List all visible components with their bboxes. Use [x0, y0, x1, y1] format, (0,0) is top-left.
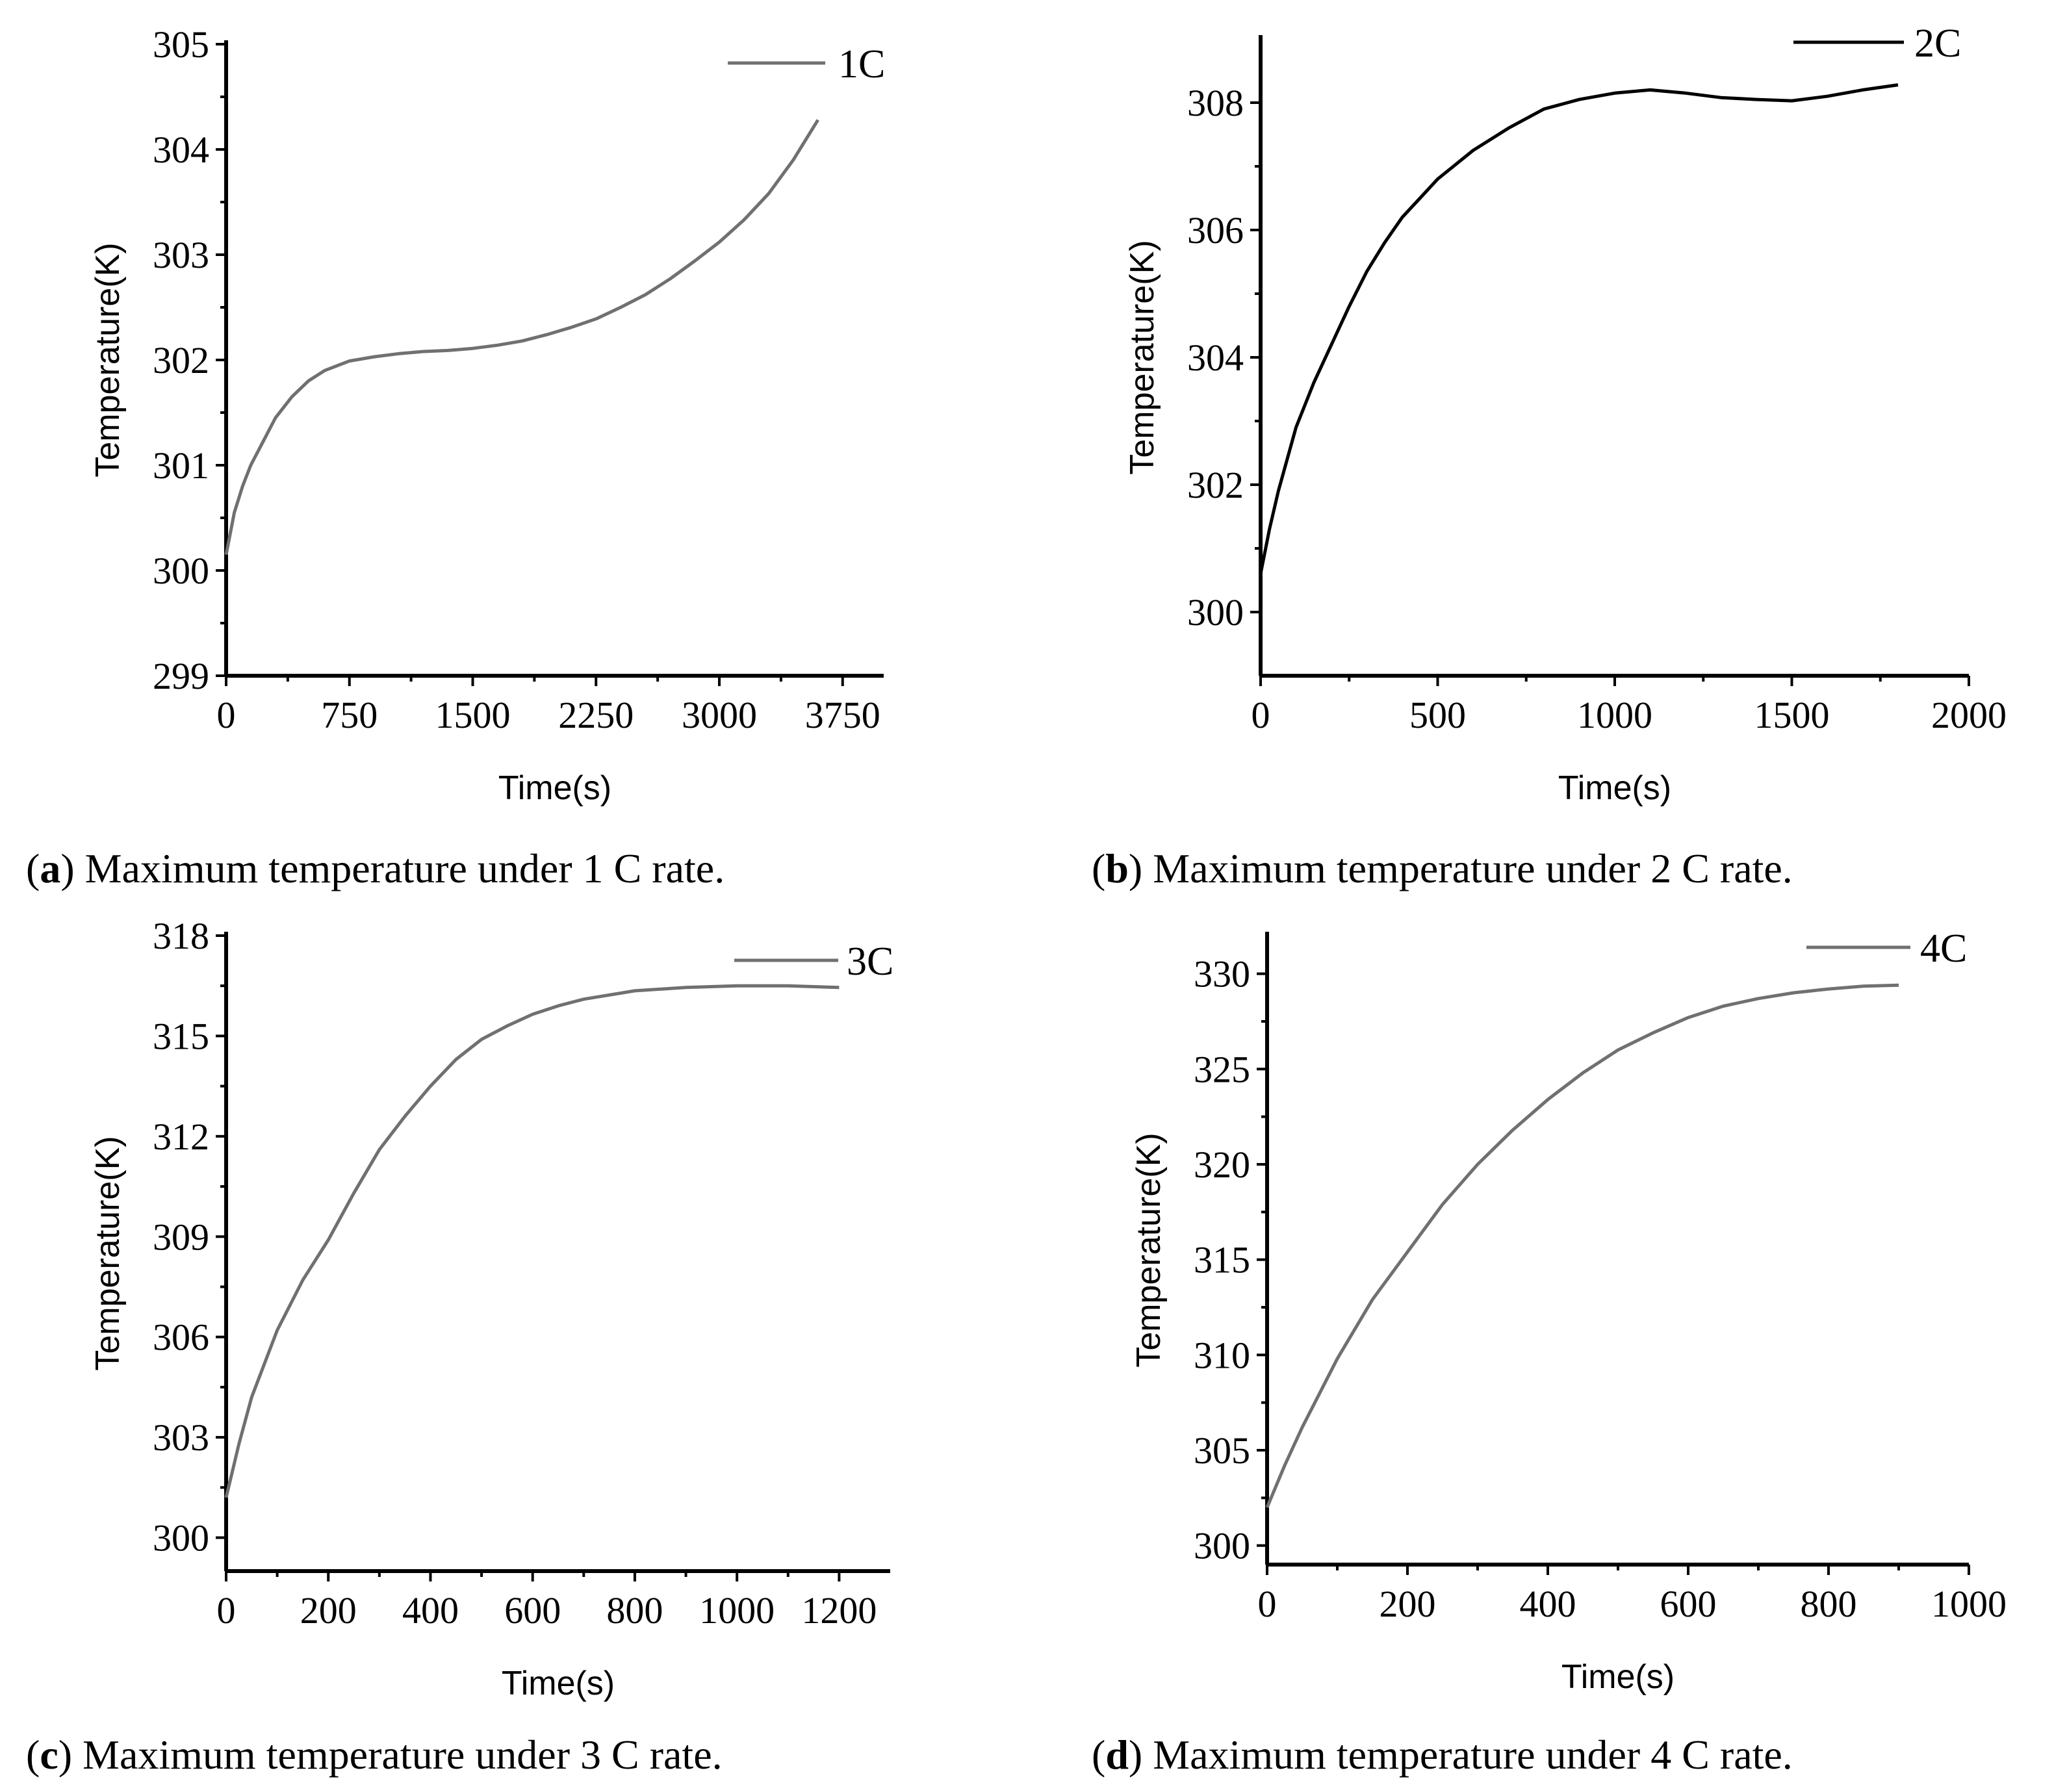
- legend-label: 4C: [1920, 927, 1967, 971]
- caption-open-paren: (: [1092, 845, 1105, 891]
- legend-label: 2C: [1914, 21, 1961, 66]
- x-tick-label: 1500: [435, 694, 511, 736]
- x-tick-label: 400: [1520, 1583, 1576, 1625]
- y-tick-label: 301: [153, 444, 209, 487]
- x-tick-label: 0: [217, 1589, 236, 1632]
- x-tick-label: 200: [1380, 1583, 1436, 1625]
- x-axis-title: Time(s): [502, 1665, 615, 1702]
- caption-close-paren: ): [60, 845, 84, 891]
- x-tick-label: 1000: [1577, 694, 1652, 736]
- x-tick-label: 750: [321, 694, 378, 736]
- chart-panel-a: 299 300 301 302 303 304 305 0 750 1500 2250 3000 375…: [26, 23, 885, 891]
- panel-caption: (a) Maximum temperature under 1 C rate.: [26, 845, 725, 891]
- caption-letter: d: [1105, 1732, 1129, 1778]
- chart-panel-b: 300 302 304 306 308 0 500 1000 1500 2000 Time(s) Te…: [1092, 21, 2007, 891]
- caption-close-paren: ): [1129, 845, 1153, 891]
- y-tick-label: 299: [153, 655, 209, 697]
- x-tick-label: 400: [402, 1589, 459, 1632]
- y-tick-label: 300: [153, 550, 209, 592]
- y-tick-label: 304: [1187, 337, 1244, 379]
- y-tick-label: 305: [1194, 1429, 1250, 1472]
- y-tick-label: 304: [153, 129, 209, 171]
- x-tick-label: 0: [217, 694, 236, 736]
- x-tick-label: 2250: [558, 694, 634, 736]
- x-tick-label: 600: [1660, 1583, 1717, 1625]
- y-axis-title: Temperature(K): [89, 242, 127, 477]
- y-tick-label: 300: [1194, 1525, 1250, 1567]
- y-tick-label: 318: [153, 915, 209, 957]
- y-tick-label: 306: [1187, 209, 1244, 251]
- y-tick-label: 300: [153, 1517, 209, 1559]
- x-axis-title: Time(s): [498, 769, 611, 807]
- y-tick-label: 330: [1194, 953, 1250, 995]
- x-tick-label: 200: [300, 1589, 357, 1632]
- caption-open-paren: (: [26, 845, 40, 891]
- caption-open-paren: (: [1092, 1732, 1105, 1778]
- y-tick-label: 302: [1187, 464, 1244, 506]
- x-axis-title: Time(s): [1561, 1658, 1675, 1696]
- y-tick-label: 306: [153, 1316, 209, 1359]
- chart-panel-d: 300 305 310 315 320 325 330 0 200 400 600 800 1000 Ti…: [1092, 927, 2007, 1778]
- panel-caption: (c) Maximum temperature under 3 C rate.: [26, 1732, 723, 1778]
- panel-caption: (d) Maximum temperature under 4 C rate.: [1092, 1732, 1793, 1778]
- caption-text: Maximum temperature under 4 C rate.: [1153, 1732, 1793, 1778]
- legend-label: 1C: [838, 42, 885, 86]
- y-axis-title: Temperature(K): [1130, 1133, 1168, 1367]
- y-axis-title: Temperature(K): [89, 1136, 127, 1370]
- y-tick-label: 303: [153, 1416, 209, 1459]
- y-tick-label: 310: [1194, 1334, 1250, 1376]
- series-line-4C: [1265, 983, 1899, 1508]
- y-axis-title: Temperature(K): [1123, 240, 1161, 474]
- y-tick-label: 325: [1194, 1048, 1250, 1090]
- y-tick-label: 315: [1194, 1239, 1250, 1281]
- x-tick-label: 1500: [1754, 694, 1830, 736]
- x-tick-label: 0: [1258, 1583, 1277, 1625]
- series-line-1C: [224, 119, 819, 556]
- caption-open-paren: (: [26, 1732, 40, 1778]
- y-tick-label: 315: [153, 1015, 209, 1057]
- series-line-2C: [1259, 83, 1899, 574]
- x-axis-title: Time(s): [1558, 769, 1671, 807]
- y-tick-label: 305: [153, 23, 209, 66]
- x-tick-label: 800: [1801, 1583, 1857, 1625]
- y-tick-label: 320: [1194, 1144, 1250, 1186]
- x-tick-label: 0: [1252, 694, 1270, 736]
- y-tick-label: 300: [1187, 591, 1244, 634]
- caption-text: Maximum temperature under 2 C rate.: [1153, 845, 1793, 891]
- x-tick-label: 3750: [805, 694, 880, 736]
- legend-label: 3C: [847, 940, 893, 984]
- caption-text: Maximum temperature under 1 C rate.: [85, 845, 725, 891]
- series-line-3C: [224, 984, 840, 1498]
- caption-letter: c: [40, 1732, 58, 1778]
- y-tick-label: 303: [153, 234, 209, 276]
- x-tick-label: 1200: [801, 1589, 877, 1632]
- panel-caption: (b) Maximum temperature under 2 C rate.: [1092, 845, 1793, 891]
- x-tick-label: 500: [1409, 694, 1466, 736]
- chart-panel-c: 300 303 306 309 312 315 318 0 200 400 600 800 1000 12…: [26, 915, 893, 1778]
- x-tick-label: 3000: [682, 694, 757, 736]
- y-tick-label: 302: [153, 339, 209, 381]
- caption-text: Maximum temperature under 3 C rate.: [83, 1732, 723, 1778]
- caption-close-paren: ): [58, 1732, 83, 1778]
- x-tick-label: 1000: [699, 1589, 775, 1632]
- y-tick-label: 309: [153, 1216, 209, 1258]
- caption-close-paren: ): [1129, 1732, 1153, 1778]
- x-tick-label: 800: [606, 1589, 663, 1632]
- x-tick-label: 600: [504, 1589, 561, 1632]
- y-tick-label: 312: [153, 1116, 209, 1158]
- x-tick-label: 2000: [1931, 694, 2007, 736]
- caption-letter: b: [1105, 845, 1129, 891]
- y-tick-label: 308: [1187, 82, 1244, 124]
- x-tick-label: 1000: [1931, 1583, 2007, 1625]
- caption-letter: a: [40, 845, 60, 891]
